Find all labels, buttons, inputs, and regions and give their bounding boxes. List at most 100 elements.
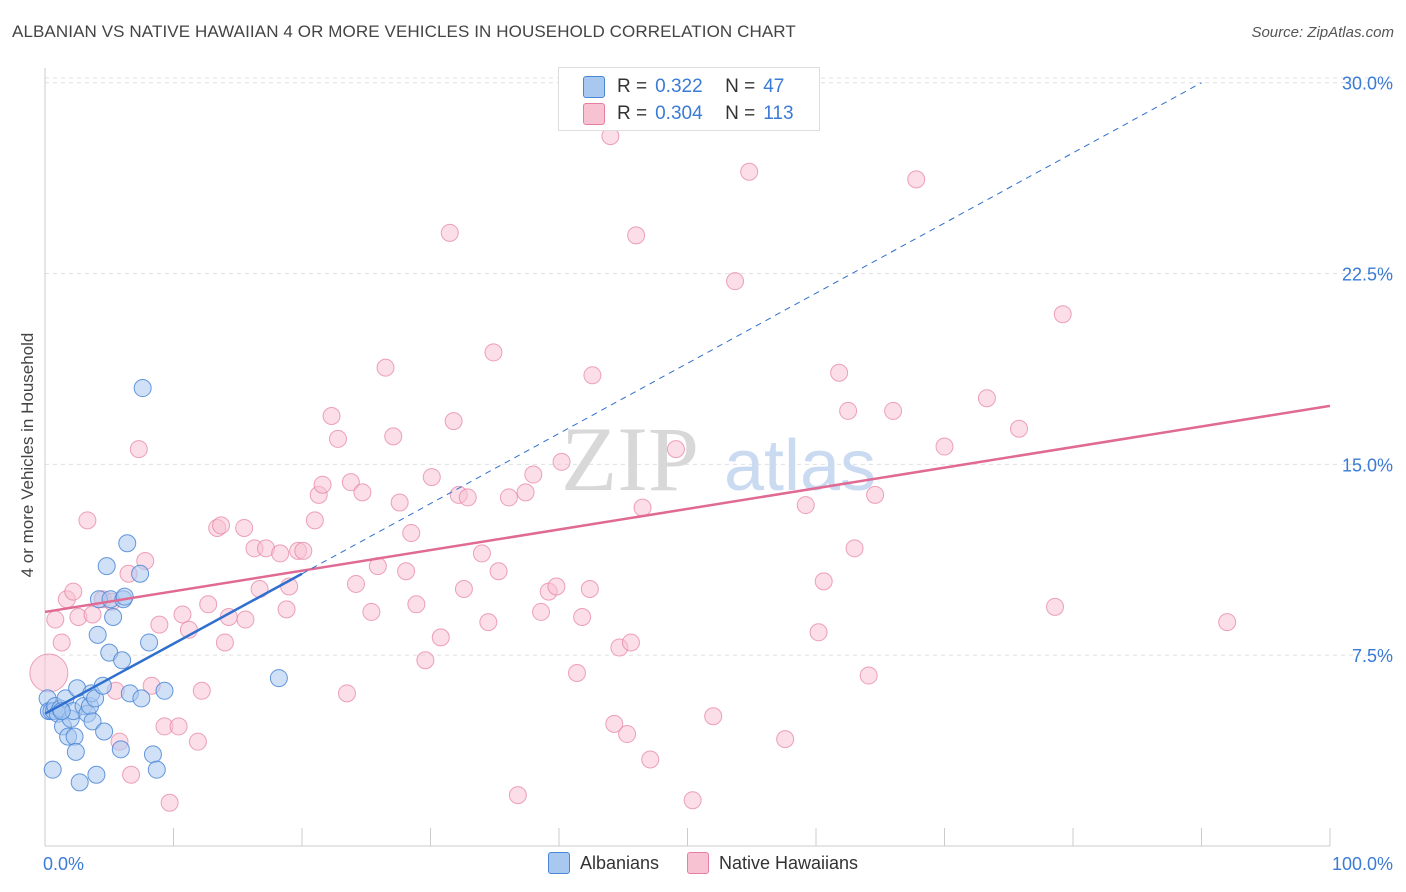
legend: R = 0.322 N = 47 R = 0.304 N = 113 bbox=[558, 67, 820, 131]
legend-r-label: R = bbox=[617, 76, 648, 97]
hawaiian-point bbox=[776, 730, 795, 749]
hawaiian-point bbox=[271, 544, 290, 563]
y-tick-label: 22.5% bbox=[1342, 265, 1393, 285]
hawaiian-point bbox=[353, 483, 372, 502]
chart-title: ALBANIAN VS NATIVE HAWAIIAN 4 OR MORE VE… bbox=[12, 22, 796, 41]
hawaiian-point bbox=[830, 363, 849, 382]
hawaiian-point bbox=[633, 498, 652, 517]
hawaiian-point bbox=[64, 582, 83, 601]
hawaiian-point bbox=[46, 610, 65, 629]
hawaiian-point bbox=[294, 541, 313, 560]
hawaiian-point bbox=[454, 580, 473, 599]
hawaiian-point bbox=[641, 750, 660, 769]
legend-r-value: 0.304 bbox=[655, 103, 703, 124]
trend-lines bbox=[44, 82, 1331, 715]
hawaiian-point bbox=[199, 595, 218, 614]
hawaiian-point bbox=[866, 485, 885, 504]
source-label: Source: ZipAtlas.com bbox=[1251, 24, 1394, 41]
hawaiian-point bbox=[583, 366, 602, 385]
hawaiian-point bbox=[907, 170, 926, 189]
hawaiian-point bbox=[580, 580, 599, 599]
bottom-legend-albanians: Albanians bbox=[547, 852, 659, 874]
hawaiian-point bbox=[839, 401, 858, 420]
hawaiian-point bbox=[489, 562, 508, 581]
albanian-point bbox=[70, 773, 89, 792]
legend-row-hawaiians: R = 0.304 N = 113 bbox=[583, 102, 794, 126]
albanian-point bbox=[115, 587, 134, 606]
legend-n-label: N = bbox=[725, 103, 756, 124]
albanian-trend-line bbox=[44, 572, 303, 715]
hawaiian-point bbox=[704, 707, 723, 726]
hawaiian-point bbox=[499, 488, 518, 507]
albanian-point bbox=[155, 681, 174, 700]
hawaiian-point bbox=[484, 343, 503, 362]
hawaiian-point bbox=[1046, 597, 1065, 616]
hawaiian-point bbox=[313, 475, 332, 494]
watermark: ZIP atlas bbox=[561, 408, 876, 510]
hawaiian-point bbox=[547, 577, 566, 596]
hawaiian-point bbox=[516, 483, 535, 502]
albanian-point bbox=[97, 557, 116, 576]
hawaiian-point bbox=[532, 602, 551, 621]
hawaiian-point bbox=[212, 516, 231, 535]
albanian-point bbox=[87, 765, 106, 784]
hawaiian-point bbox=[236, 610, 255, 629]
hawaiian-point bbox=[397, 562, 416, 581]
hawaiian-point bbox=[796, 496, 815, 515]
legend-r-value: 0.322 bbox=[655, 76, 703, 97]
legend-swatch-albanians bbox=[583, 76, 605, 98]
hawaiian-point bbox=[618, 725, 637, 744]
hawaiian-point bbox=[567, 663, 586, 682]
albanian-point bbox=[118, 534, 137, 553]
hawaiian-point bbox=[188, 732, 207, 751]
hawaiian-point bbox=[605, 714, 624, 733]
hawaiian-point bbox=[740, 162, 759, 181]
hawaiian-point bbox=[341, 473, 360, 492]
hawaiian-point bbox=[192, 681, 211, 700]
tick-labels: 7.5% 15.0% 22.5% 30.0% 0.0% 100.0% bbox=[43, 74, 1393, 874]
hawaiian-point bbox=[277, 600, 296, 619]
hawaiian-point bbox=[884, 401, 903, 420]
albanian-point bbox=[83, 712, 102, 731]
hawaiian-point bbox=[407, 595, 426, 614]
legend-swatch-hawaiians bbox=[583, 103, 605, 125]
y-tick-label: 15.0% bbox=[1342, 455, 1393, 475]
hawaiian-point bbox=[1010, 419, 1029, 438]
hawaiian-point bbox=[362, 602, 381, 621]
hawaiian-point bbox=[726, 272, 745, 291]
albanian-point bbox=[65, 727, 84, 746]
hawaiian-point bbox=[977, 389, 996, 408]
hawaiian-point bbox=[129, 440, 148, 459]
hawaiian-point bbox=[160, 793, 179, 812]
hawaiian-point bbox=[78, 511, 97, 530]
hawaiian-point bbox=[472, 544, 491, 563]
bottom-legend-hawaiians: Native Hawaiians bbox=[687, 852, 858, 874]
albanian-point bbox=[95, 722, 114, 741]
legend-row-albanians: R = 0.322 N = 47 bbox=[583, 75, 784, 99]
hawaiian-point bbox=[322, 407, 341, 426]
hawaiian-point bbox=[29, 653, 69, 693]
hawaiian-point bbox=[384, 427, 403, 446]
hawaiian-point bbox=[666, 440, 685, 459]
bottom-legend: Albanians Native Hawaiians bbox=[0, 852, 1406, 874]
albanian-trend-extension bbox=[301, 82, 1202, 575]
legend-r-label: R = bbox=[617, 103, 648, 124]
albanian-point bbox=[133, 379, 152, 398]
watermark-atlas: atlas bbox=[724, 426, 876, 506]
albanian-point bbox=[269, 669, 288, 688]
hawaiian-point bbox=[845, 539, 864, 558]
albanian-point bbox=[104, 608, 123, 627]
hawaiian-point bbox=[552, 452, 571, 471]
grid bbox=[45, 77, 1392, 656]
hawaiian-point bbox=[479, 613, 498, 632]
hawaiian-point bbox=[376, 358, 395, 377]
y-tick-label: 7.5% bbox=[1352, 646, 1393, 666]
hawaiian-trend-line bbox=[44, 404, 1331, 614]
albanian-point bbox=[143, 745, 162, 764]
hawaiian-point bbox=[150, 615, 169, 634]
albanian-point bbox=[131, 564, 150, 583]
x-tick-label: 0.0% bbox=[43, 854, 84, 874]
hawaiian-point bbox=[444, 412, 463, 431]
hawaiian-point bbox=[859, 666, 878, 685]
